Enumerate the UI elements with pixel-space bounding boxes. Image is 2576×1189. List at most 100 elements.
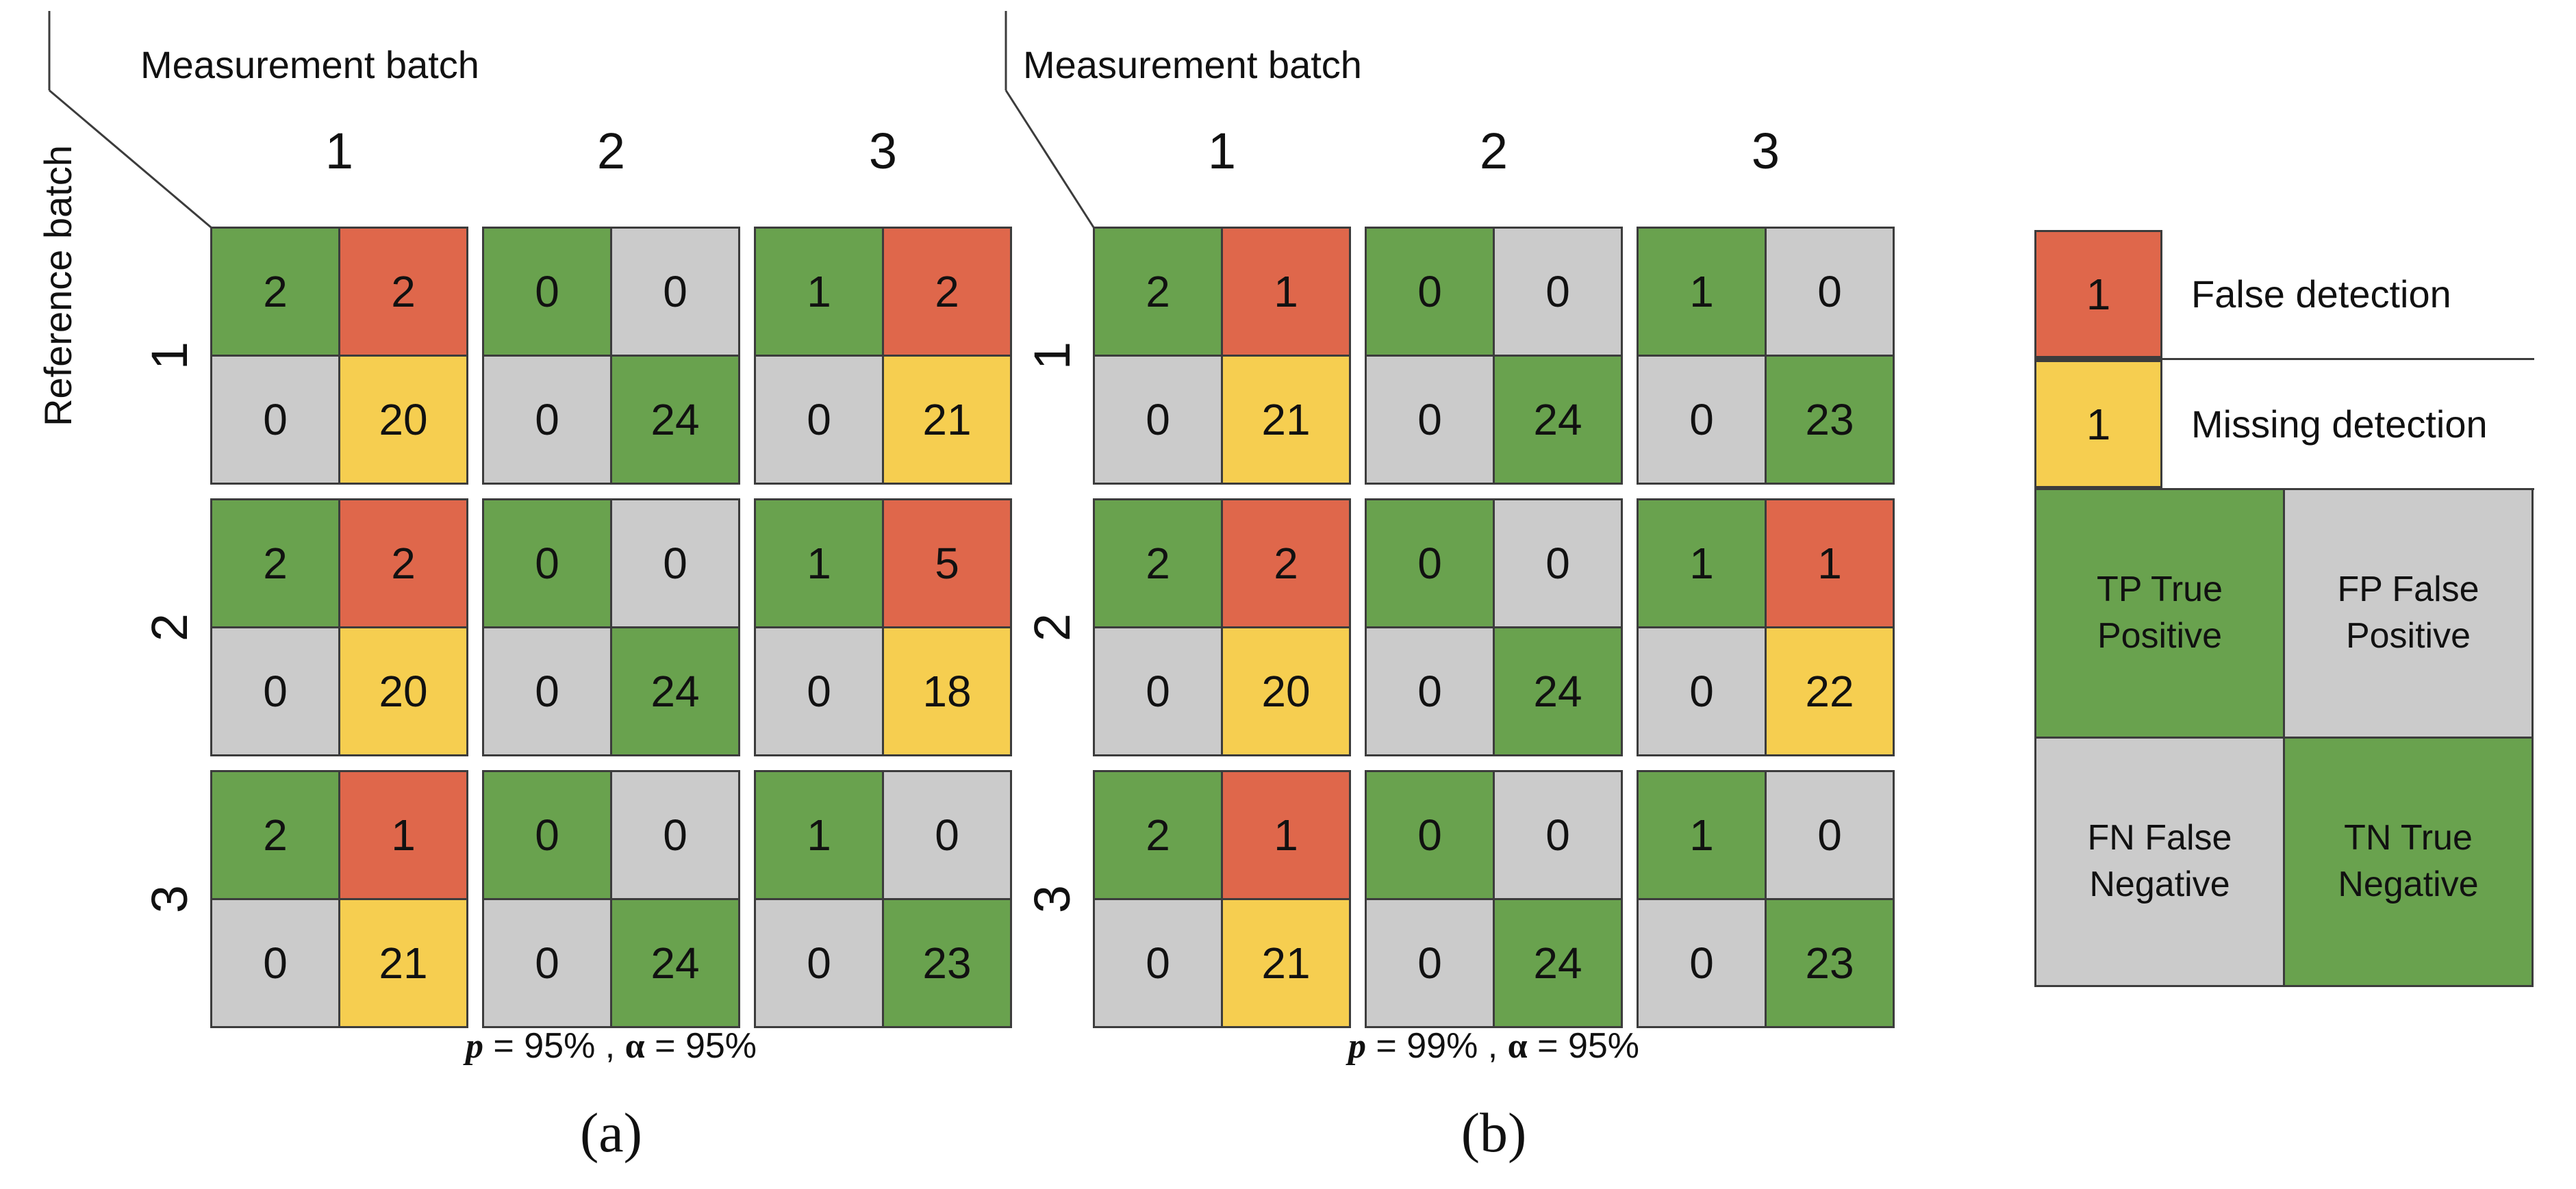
fp-cell: 2 — [884, 229, 1012, 357]
missing-detection-row: 1 Missing detection — [2034, 360, 2534, 488]
fn-cell: 0 — [756, 628, 884, 756]
tp-cell: 0 — [1367, 772, 1495, 900]
confusion-matrix-r1c1: 2 1 0 21 — [1093, 227, 1351, 485]
measurement-batch-header-3: 3 — [868, 123, 898, 179]
tp-cell: 1 — [1639, 229, 1767, 357]
fn-cell: 0 — [1367, 900, 1495, 1028]
reference-batch-header-text: 2 — [141, 613, 198, 642]
confusion-matrix-r3c2: 0 0 0 24 — [482, 770, 740, 1028]
fp-cell: 0 — [1495, 229, 1623, 357]
reference-batch-header-2: 2 — [137, 498, 202, 756]
fp-cell: 0 — [1495, 772, 1623, 900]
tn-cell: 23 — [1767, 357, 1895, 485]
reference-batch-header-3: 3 — [1020, 770, 1085, 1028]
fp-cell: 0 — [1767, 772, 1895, 900]
fp-cell: 0 — [1495, 500, 1623, 628]
measurement-batch-headers: 1 2 3 — [1093, 122, 1895, 180]
axis-corner-lines — [48, 11, 212, 229]
p-value: = 99% , — [1365, 1026, 1508, 1066]
confusion-matrix-r2c2: 0 0 0 24 — [1365, 498, 1623, 756]
tn-cell: 24 — [612, 357, 740, 485]
confusion-matrix-r3c3: 1 0 0 23 — [754, 770, 1012, 1028]
confusion-matrix-r2c3: 1 5 0 18 — [754, 498, 1012, 756]
fn-cell: 0 — [1639, 900, 1767, 1028]
confusion-matrix-r3c1: 2 1 0 21 — [1093, 770, 1351, 1028]
fn-cell: 0 — [1367, 628, 1495, 756]
fp-cell: 2 — [340, 229, 468, 357]
fp-cell: 2 — [1223, 500, 1351, 628]
fp-cell: 0 — [612, 772, 740, 900]
missing-detection-swatch: 1 — [2034, 360, 2162, 488]
tp-cell: 2 — [1095, 500, 1223, 628]
false-detection-row: 1 False detection — [2034, 230, 2534, 360]
legend-fn-cell: FN False Negative — [2036, 739, 2285, 987]
confusion-matrix-r1c2: 0 0 0 24 — [1365, 227, 1623, 485]
false-detection-label: False detection — [2191, 272, 2451, 316]
confusion-matrix-r3c3: 1 0 0 23 — [1637, 770, 1895, 1028]
fn-cell: 0 — [1095, 900, 1223, 1028]
fn-cell: 0 — [212, 628, 340, 756]
tn-cell: 21 — [1223, 900, 1351, 1028]
reference-batch-headers: 1 2 3 — [1020, 227, 1085, 1028]
confusion-matrix-grid: 2 1 0 21 0 0 0 24 1 0 0 23 2 2 0 20 0 0 0 24 1 1 0 22 2 1 0 21 0 0 0 24… — [1093, 227, 1895, 1028]
confusion-matrix-r1c1: 2 2 0 20 — [210, 227, 468, 485]
reference-batch-headers: 1 2 3 — [137, 227, 202, 1028]
tp-cell: 2 — [1095, 772, 1223, 900]
alpha-symbol: α — [1507, 1027, 1528, 1066]
tp-cell: 1 — [756, 229, 884, 357]
fp-cell: 1 — [1223, 229, 1351, 357]
tp-cell: 2 — [212, 229, 340, 357]
reference-batch-header-1: 1 — [137, 227, 202, 485]
fn-cell: 0 — [484, 357, 612, 485]
confusion-matrix-r1c2: 0 0 0 24 — [482, 227, 740, 485]
tn-cell: 23 — [884, 900, 1012, 1028]
tp-cell: 0 — [484, 772, 612, 900]
tp-cell: 0 — [1367, 500, 1495, 628]
tp-cell: 1 — [756, 772, 884, 900]
legend-tp-cell: TP True Positive — [2036, 490, 2285, 739]
confusion-matrix-r1c3: 1 0 0 23 — [1637, 227, 1895, 485]
tn-cell: 20 — [340, 357, 468, 485]
tn-cell: 24 — [612, 900, 740, 1028]
reference-batch-header-text: 1 — [141, 341, 198, 370]
p-symbol: p — [465, 1027, 483, 1066]
reference-batch-header-text: 2 — [1024, 613, 1081, 642]
tn-cell: 21 — [884, 357, 1012, 485]
fn-cell: 0 — [484, 628, 612, 756]
confusion-matrix-r2c2: 0 0 0 24 — [482, 498, 740, 756]
tp-cell: 0 — [1367, 229, 1495, 357]
p-value: = 95% , — [483, 1026, 625, 1066]
tp-cell: 2 — [212, 500, 340, 628]
fn-cell: 0 — [1095, 357, 1223, 485]
panel-label-a: (a) — [579, 1101, 642, 1164]
measurement-batch-axis-label: Measurement batch — [1023, 43, 1362, 86]
fn-cell: 0 — [756, 357, 884, 485]
reference-batch-header-text: 3 — [1024, 884, 1081, 914]
tn-cell: 22 — [1767, 628, 1895, 756]
tn-cell: 21 — [1223, 357, 1351, 485]
tn-cell: 23 — [1767, 900, 1895, 1028]
tp-cell: 1 — [756, 500, 884, 628]
confusion-matrix-r3c1: 2 1 0 21 — [210, 770, 468, 1028]
fn-cell: 0 — [1095, 628, 1223, 756]
tn-cell: 24 — [1495, 628, 1623, 756]
confusion-matrix-grid: 2 2 0 20 0 0 0 24 1 2 0 21 2 2 0 20 0 0 0 24 1 5 0 18 2 1 0 21 0 0 0 24… — [210, 227, 1012, 1028]
false-detection-swatch: 1 — [2034, 230, 2162, 358]
confusion-matrix-r1c3: 1 2 0 21 — [754, 227, 1012, 485]
fp-cell: 1 — [1223, 772, 1351, 900]
reference-batch-axis-label: Reference batch — [36, 145, 79, 426]
tp-cell: 2 — [1095, 229, 1223, 357]
reference-batch-header-2: 2 — [1020, 498, 1085, 756]
measurement-batch-header-3: 3 — [1751, 123, 1780, 179]
confusion-matrix-r3c2: 0 0 0 24 — [1365, 770, 1623, 1028]
fn-cell: 0 — [1639, 628, 1767, 756]
measurement-batch-axis-label: Measurement batch — [140, 43, 479, 86]
missing-detection-label: Missing detection — [2191, 402, 2488, 446]
fp-cell: 0 — [884, 772, 1012, 900]
fp-cell: 0 — [1767, 229, 1895, 357]
parameters-caption: p = 99% , α = 95% — [1093, 1025, 1895, 1066]
measurement-batch-headers: 1 2 3 — [210, 122, 1012, 180]
